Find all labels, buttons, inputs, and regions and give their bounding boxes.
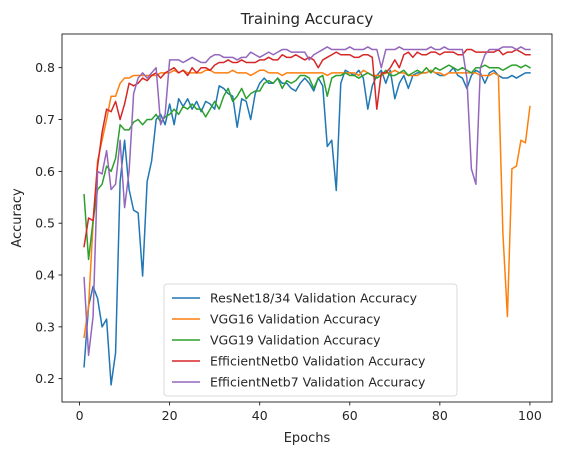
x-tick-label: 60 bbox=[342, 408, 358, 423]
legend-label: EfficientNetb7 Validation Accuracy bbox=[210, 375, 426, 390]
series-line-2 bbox=[83, 69, 531, 339]
y-axis: 0.2 0.3 0.4 0.5 0.6 0.7 0.8 bbox=[35, 60, 62, 386]
series-group bbox=[83, 46, 531, 386]
chart-title: Training Accuracy bbox=[240, 10, 374, 28]
y-tick-label: 0.5 bbox=[35, 216, 55, 231]
x-tick-label: 40 bbox=[252, 408, 268, 423]
y-tick-label: 0.6 bbox=[35, 164, 55, 179]
x-tick-label: 80 bbox=[432, 408, 448, 423]
y-tick-label: 0.8 bbox=[35, 60, 55, 75]
x-tick-label: 0 bbox=[76, 408, 84, 423]
y-tick-label: 0.4 bbox=[35, 268, 55, 283]
x-axis: 0 20 40 60 80 100 bbox=[76, 402, 542, 423]
y-tick-label: 0.3 bbox=[35, 319, 55, 334]
y-tick-label: 0.2 bbox=[35, 371, 55, 386]
plot-frame bbox=[61, 33, 553, 403]
legend-label: EfficientNetb0 Validation Accuracy bbox=[210, 354, 426, 369]
y-tick-label: 0.7 bbox=[35, 112, 55, 127]
legend-label: ResNet18/34 Validation Accuracy bbox=[210, 291, 418, 306]
x-tick-label: 20 bbox=[162, 408, 178, 423]
series-line-5 bbox=[83, 46, 531, 357]
legend: ResNet18/34 Validation Accuracy VGG16 Val… bbox=[163, 283, 458, 397]
x-tick-label: 100 bbox=[518, 408, 542, 423]
x-axis-label: Epochs bbox=[284, 431, 331, 446]
legend-label: VGG16 Validation Accuracy bbox=[210, 312, 381, 327]
series-line-3 bbox=[83, 64, 531, 261]
series-line-4 bbox=[83, 48, 531, 248]
y-axis-label: Accuracy bbox=[10, 188, 25, 248]
legend-box bbox=[163, 283, 458, 397]
legend-label: VGG19 Validation Accuracy bbox=[210, 333, 381, 348]
